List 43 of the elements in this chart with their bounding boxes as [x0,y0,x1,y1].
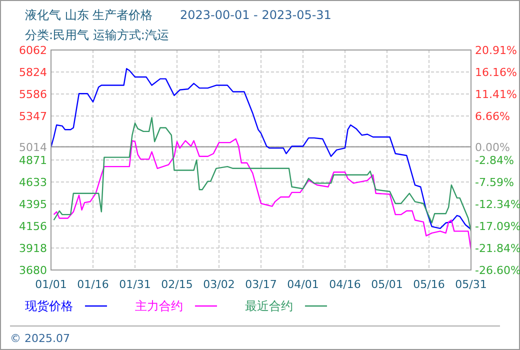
line-series [53,117,472,232]
line-series [53,138,472,250]
line-series [50,68,472,230]
y2-tick-label: -7.59% [475,176,514,189]
legend-label: 最近合约 [245,299,293,313]
y-tick-label: 4156 [19,220,47,234]
y2-tick-label: 0.00% [475,140,510,154]
y2-tick-label: 20.91% [475,44,517,57]
y-tick-label: 3680 [19,264,47,277]
x-tick-label: 05/16 [413,278,445,291]
x-tick-label: 04/01 [287,278,319,291]
y2-tick-label: 16.16% [475,66,517,79]
x-tick-label: 04/16 [329,278,361,291]
x-tick-label: 03/17 [245,278,277,291]
y2-tick-label: 6.66% [475,110,510,123]
legend-label: 主力合约 [135,299,183,313]
x-tick-label: 05/31 [455,278,487,291]
text: © 2025.07 [10,332,70,345]
y-tick-label: 5586 [19,88,47,101]
y-tick-label: 5824 [19,66,47,79]
x-tick-label: 05/01 [371,278,403,291]
x-tick-label: 03/02 [203,278,235,291]
y-tick-label: 5014 [19,140,47,154]
x-tick-label: 01/16 [77,278,109,291]
chart-subtitle: 分类:民用气 运输方式:汽运 [25,28,169,42]
y-tick-label: 3918 [19,242,47,256]
y-tick-label: 4395 [19,198,47,211]
text: 2023-00-01 - 2023-05-31 [180,8,332,22]
x-tick-label: 02/15 [161,278,193,291]
x-tick-label: 01/01 [35,278,67,291]
y-tick-label: 4633 [19,176,47,189]
y2-tick-label: -12.34% [475,198,520,211]
y2-tick-label: -17.09% [475,220,520,233]
y2-tick-label: -26.60% [475,264,520,277]
y2-tick-label: -21.84% [475,242,520,255]
y2-tick-label: -2.84% [475,154,514,167]
chart-title: 液化气 山东 生产者价格 [25,8,153,22]
y-tick-label: 4871 [19,154,47,167]
x-tick-label: 01/31 [119,278,151,291]
y-tick-label: 6062 [19,44,47,57]
y-tick-label: 5347 [19,110,47,124]
legend-label: 现货价格 [25,299,73,313]
y2-tick-label: 11.41% [475,88,517,101]
